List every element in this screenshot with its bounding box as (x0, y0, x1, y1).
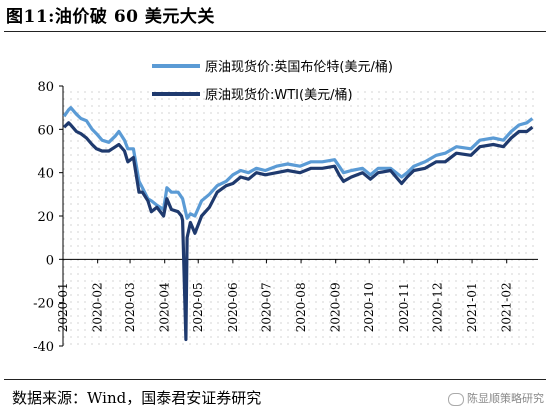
x-tick-label: 2020-07 (259, 282, 273, 332)
series-wti-line (62, 121, 534, 342)
y-tick-label: -40 (33, 340, 54, 355)
x-tick-label: 2020-12 (430, 282, 444, 332)
x-tick-label: 2020-05 (191, 282, 205, 332)
x-axis: 2020-01 2020-02 2020-03 2020-04 2020-05 2020-… (56, 258, 538, 332)
y-axis: 80 60 40 20 0 -20 -40 (33, 80, 64, 355)
y-tick-label: 60 (37, 123, 54, 138)
series-lines (62, 106, 534, 342)
watermark: 陈显顺策略研究 (448, 390, 544, 406)
source-note: 数据来源：Wind，国泰君安证券研究 (12, 389, 262, 407)
x-tick-label: 2020-02 (91, 282, 105, 332)
y-tick-label: 80 (37, 80, 54, 95)
x-tick-label: 2020-09 (329, 282, 343, 332)
x-tick-label: 2021-01 (465, 282, 479, 332)
x-tick-label: 2020-01 (56, 282, 70, 332)
x-tick-label: 2020-10 (362, 282, 376, 332)
y-tick-label: 20 (37, 210, 54, 225)
plot-area (63, 86, 538, 346)
x-tick-label: 2020-11 (397, 282, 411, 332)
legend-label: 原油现货价:WTI(美元/桶) (205, 87, 353, 103)
x-tick-label: 2020-06 (226, 282, 240, 332)
y-tick-label: -20 (33, 297, 54, 312)
footer-divider (4, 379, 546, 380)
legend-label: 原油现货价:英国布伦特(美元/桶) (205, 59, 393, 75)
chart-title: 图11:油价破 60 美元大关 (6, 7, 215, 27)
title-divider (4, 31, 546, 32)
wechat-icon (448, 392, 464, 406)
x-tick-label: 2020-04 (158, 282, 172, 332)
x-tick-label: 2020-03 (123, 282, 137, 332)
y-tick-label: 0 (46, 253, 54, 268)
legend: 原油现货价:英国布伦特(美元/桶) 原油现货价:WTI(美元/桶) (152, 59, 393, 103)
y-tick-label: 40 (37, 167, 54, 182)
x-tick-label: 2021-02 (500, 282, 514, 332)
x-tick-label: 2020-08 (294, 282, 308, 332)
watermark-text: 陈显顺策略研究 (467, 392, 544, 405)
series-brent-line (62, 106, 534, 220)
